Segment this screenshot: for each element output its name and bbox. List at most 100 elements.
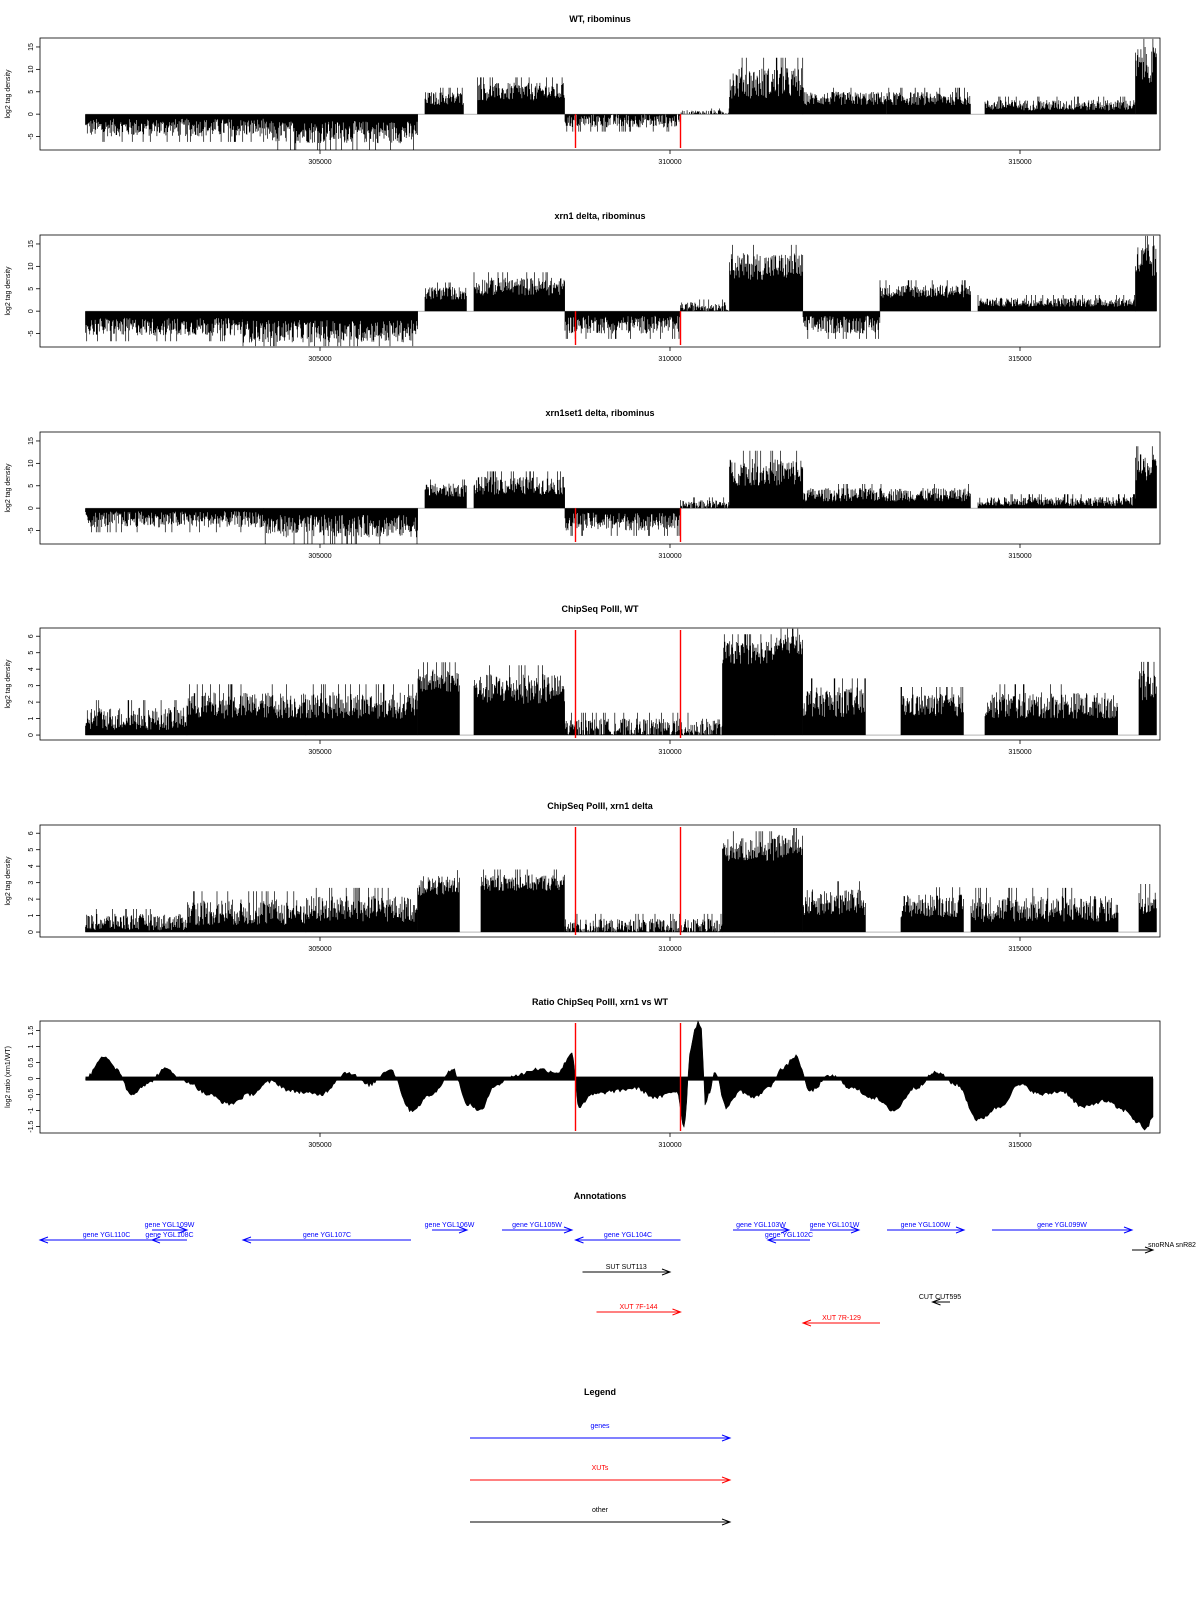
y-tick-label: -5: [28, 330, 35, 336]
signal-segment-11: [1135, 38, 1157, 115]
arrowhead: [178, 1226, 189, 1234]
legend-item-other: other: [470, 1507, 732, 1526]
annotation-label: gene YGL105W: [512, 1222, 562, 1229]
annotation-label: gene YGL109W: [145, 1222, 195, 1229]
y-tick-label: 2: [28, 897, 35, 901]
signal-segment-1: [85, 700, 188, 736]
signal-segment-9: [886, 87, 971, 115]
arrowhead: [955, 1226, 966, 1234]
x-tick-label: 310000: [658, 946, 681, 953]
signal-segment-4: [417, 870, 460, 933]
signal-segment-12: [1138, 884, 1157, 933]
annotations-panel: Annotations gene YGL110C gene YGL109W gene …: [38, 1191, 1196, 1327]
signal-segment-9: [977, 494, 1136, 509]
panel-title: WT, ribominus: [569, 14, 631, 24]
y-axis-label: log2 tag density: [5, 463, 12, 513]
legend-title: Legend: [584, 1387, 616, 1397]
signal-segment-4: [473, 471, 565, 509]
y-tick-label: -5: [28, 527, 35, 533]
signal-segment-1: [85, 311, 244, 342]
arrowhead: [721, 1434, 732, 1442]
y-tick-label: 5: [28, 287, 35, 291]
x-tick-label: 315000: [1008, 159, 1031, 166]
signal-segment-6: [564, 913, 723, 933]
annotation-gene-ygl106w: gene YGL106W: [425, 1222, 475, 1234]
y-tick-label: 6: [28, 634, 35, 638]
x-tick-label: 305000: [308, 553, 331, 560]
y-tick-label: 4: [28, 864, 35, 868]
plot-frame: [39, 431, 1161, 545]
signal-segment-7: [729, 57, 804, 115]
y-tick-label: -0.5: [28, 1088, 35, 1100]
annotation-gene-ygl107c: gene YGL107C: [241, 1232, 411, 1244]
annotation-label: SUT SUT113: [606, 1264, 647, 1271]
legend-label: XUTs: [592, 1465, 609, 1472]
annotation-label: snoRNA snR82: [1148, 1242, 1196, 1249]
arrowhead: [661, 1268, 672, 1276]
arrowhead: [1123, 1226, 1134, 1234]
signal-segment-2: [263, 114, 418, 150]
signal-segment-1: [85, 508, 265, 533]
ratio-area: [85, 1019, 1154, 1131]
y-axis-label: log2 tag density: [5, 659, 12, 709]
x-tick-label: 315000: [1008, 1142, 1031, 1149]
x-tick-label: 310000: [658, 1142, 681, 1149]
panel-title: xrn1 delta, ribominus: [554, 211, 645, 221]
signal-segment-9: [802, 881, 866, 933]
y-axis-label: log2 tag density: [5, 266, 12, 316]
annotation-label: gene YGL099W: [1037, 1222, 1087, 1229]
signal-segment-6: [564, 712, 723, 736]
signal-segment-8: [774, 828, 803, 933]
y-tick-label: -5: [28, 133, 35, 139]
annotation-label: gene YGL106W: [425, 1222, 475, 1229]
signal-segment-3: [424, 87, 464, 115]
annotation-label: XUT 7F-144: [620, 1304, 658, 1311]
track-panel-5: ChipSeq PolII, xrn1 delta 0 1 2 3 4 5 6 log2 tag…: [5, 801, 1161, 953]
signal-segment-12: [1138, 661, 1157, 736]
arrowhead: [458, 1226, 469, 1234]
annotation-gene-ygl099w: gene YGL099W: [992, 1222, 1134, 1234]
track-panel-3: xrn1set1 delta, ribominus -5 0 5 10 15 log2 ta…: [5, 408, 1161, 560]
arrowhead: [1144, 1246, 1155, 1254]
signal-segment-3: [305, 684, 418, 736]
arrowhead: [780, 1226, 791, 1234]
plot-frame: [39, 1020, 1161, 1134]
x-tick-label: 310000: [658, 553, 681, 560]
legend-label: genes: [590, 1423, 610, 1430]
signal-segment-8: [802, 311, 881, 339]
annotation-gene-ygl103w: gene YGL103W: [733, 1222, 791, 1234]
y-tick-label: 15: [28, 240, 35, 248]
annotation-gene-ygl102c: gene YGL102C: [765, 1232, 813, 1244]
plot-frame: [39, 37, 1161, 151]
annotation-snorna-snr82: snoRNA snR82: [1132, 1242, 1196, 1254]
signal-segment-11: [970, 887, 1119, 933]
y-tick-label: 10: [28, 65, 35, 73]
arrowhead: [38, 1236, 49, 1244]
signal-segment-6: [680, 108, 730, 115]
annotation-label: gene YGL108C: [145, 1232, 193, 1239]
y-tick-label: 6: [28, 831, 35, 835]
panel-title: ChipSeq PolII, WT: [562, 604, 639, 614]
y-tick-label: 0: [28, 112, 35, 116]
annotation-label: gene YGL102C: [765, 1232, 813, 1239]
panel-title: Ratio ChipSeq PolII, xrn1 vs WT: [532, 997, 669, 1007]
legend-panel: Legend genes XUTs other: [470, 1387, 732, 1526]
plot-frame: [39, 627, 1161, 741]
x-tick-label: 315000: [1008, 946, 1031, 953]
signal-segment-3: [424, 282, 467, 312]
panel-title: xrn1set1 delta, ribominus: [545, 408, 654, 418]
annotation-label: gene YGL101W: [810, 1222, 860, 1229]
signal-segment-7: [729, 244, 804, 312]
y-tick-label: 2: [28, 700, 35, 704]
signal-segment-4: [477, 77, 565, 115]
y-axis-label: log2 tag density: [5, 856, 12, 906]
signal-segment-9: [802, 678, 866, 736]
y-tick-label: 0: [28, 506, 35, 510]
arrowhead: [241, 1236, 252, 1244]
y-tick-label: 0: [28, 733, 35, 737]
y-tick-label: 1: [28, 914, 35, 918]
annotation-sut-sut113: SUT SUT113: [582, 1264, 672, 1276]
signal-segment-6: [680, 497, 730, 509]
annotation-label: gene YGL110C: [83, 1232, 131, 1239]
